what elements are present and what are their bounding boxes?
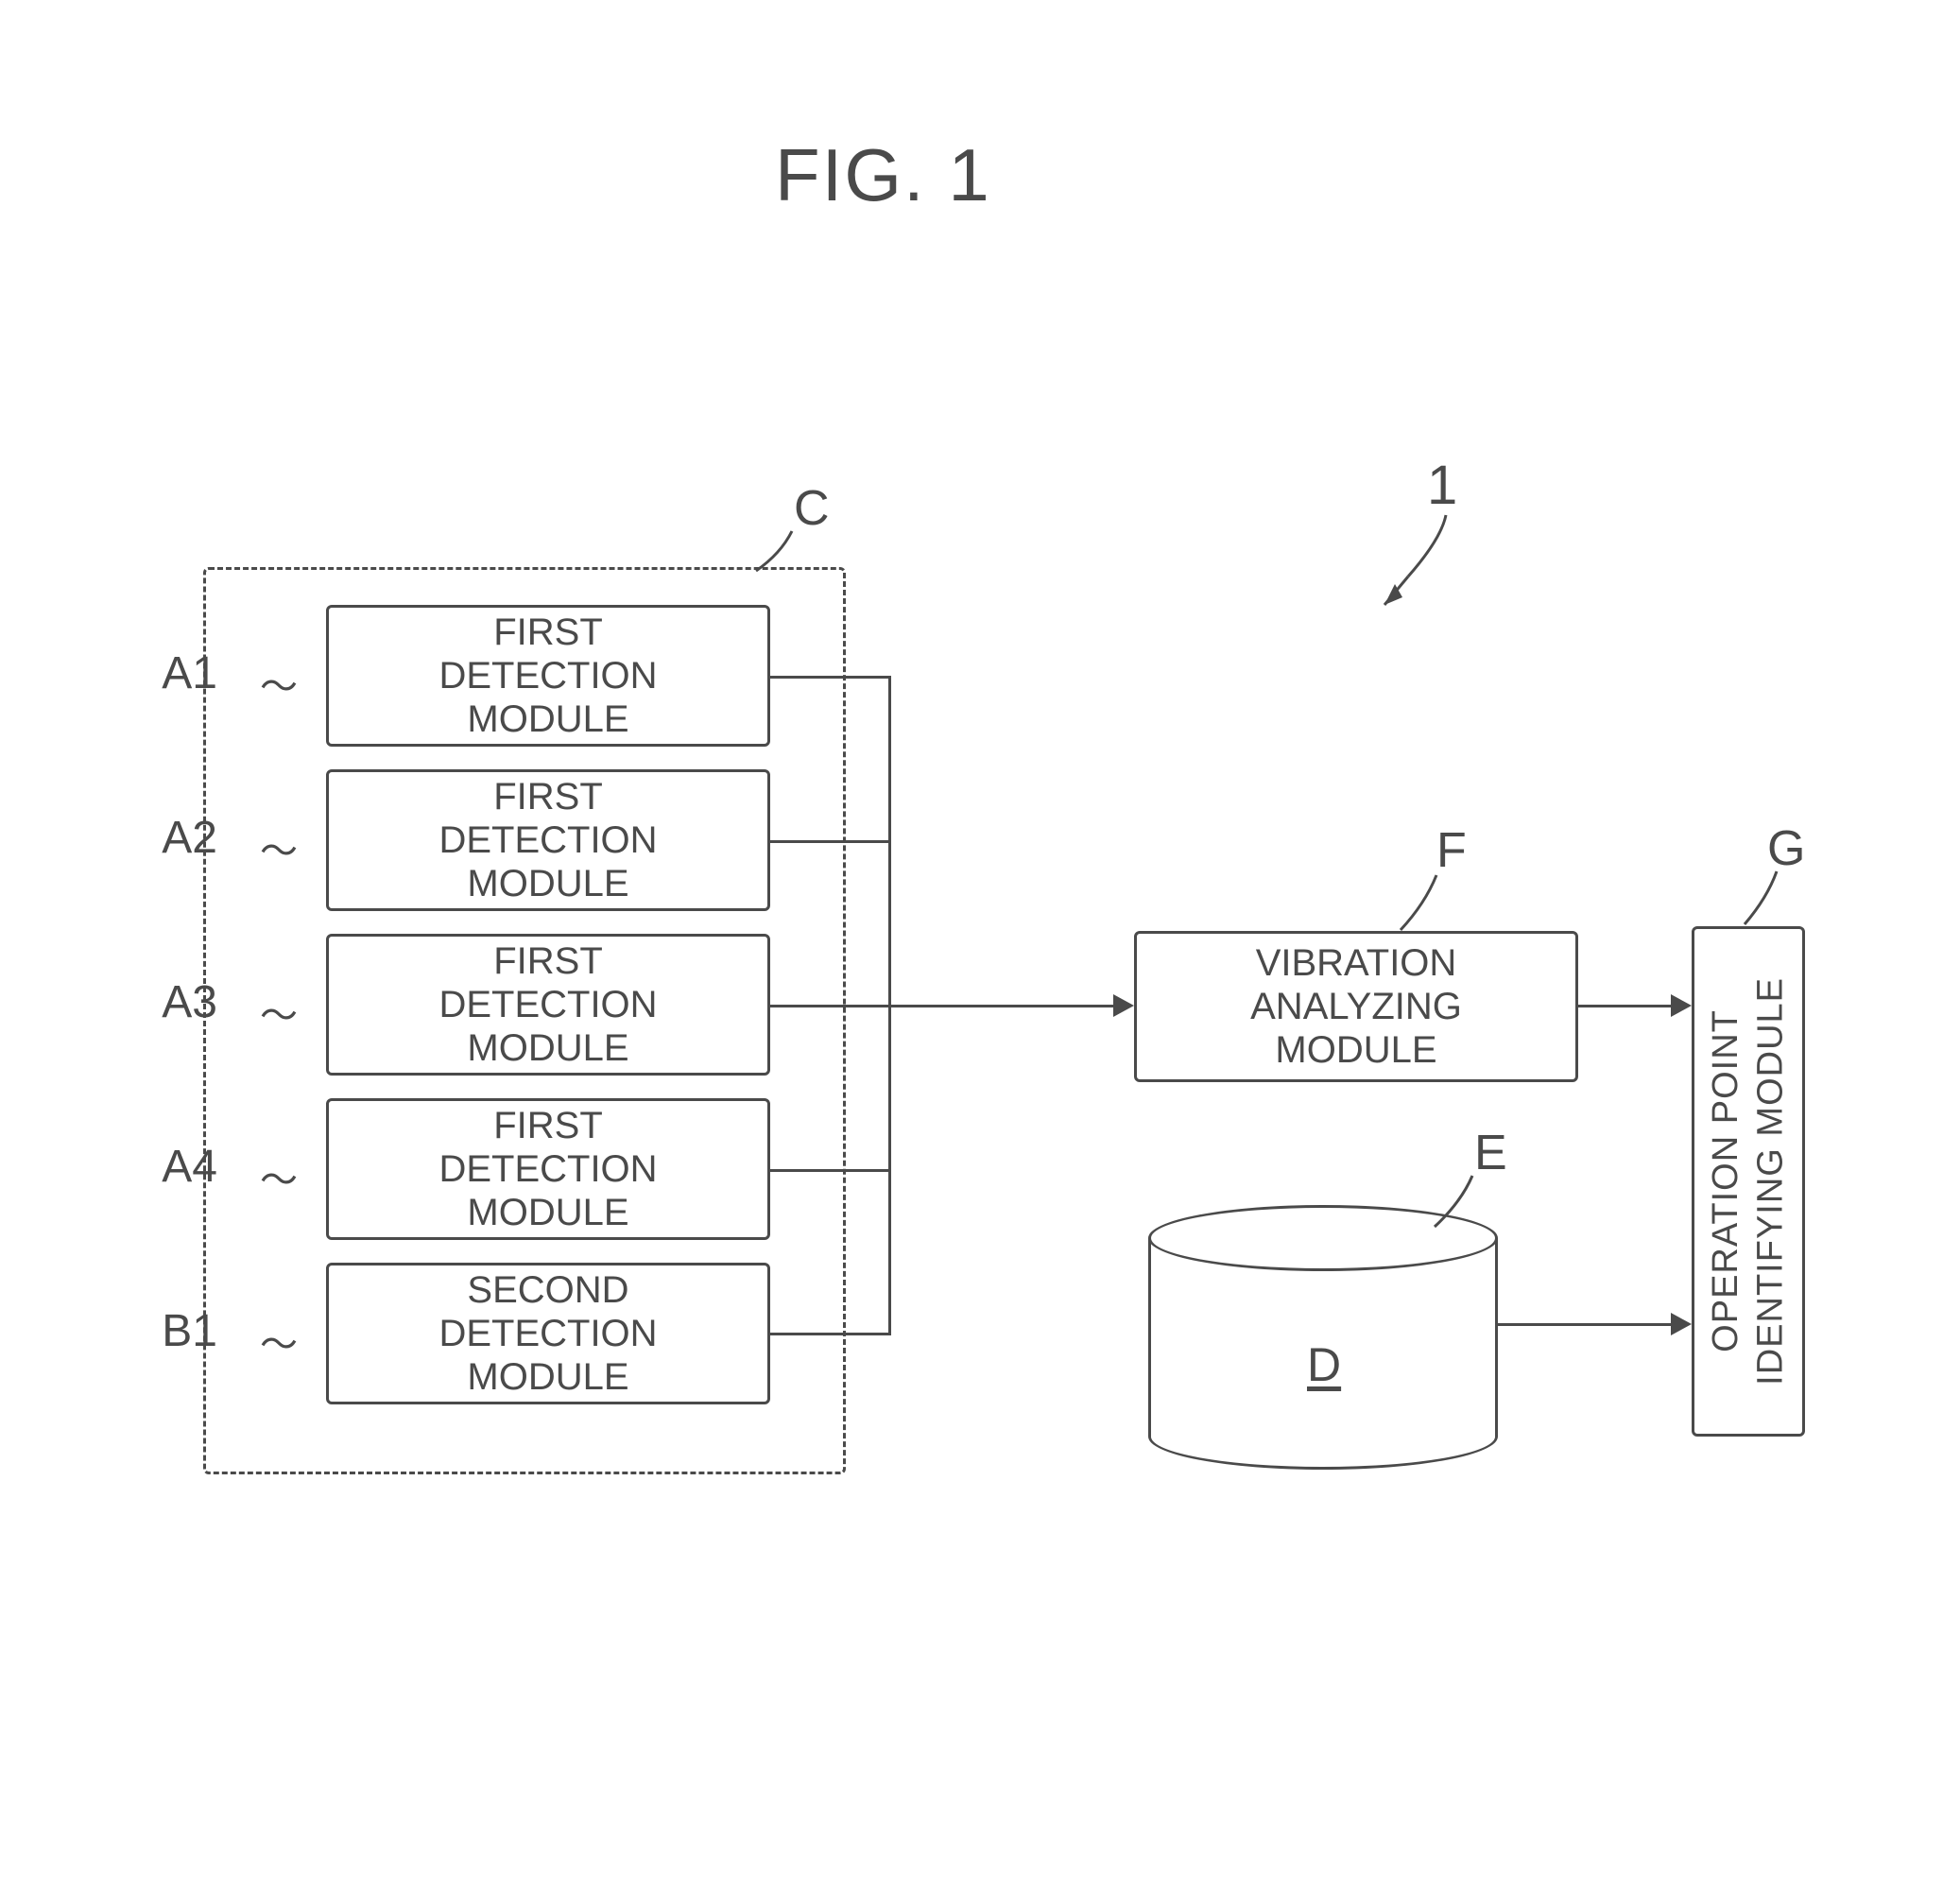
module-A3-text: FIRST DETECTION MODULE: [438, 939, 657, 1070]
ref-G-leader: [1735, 868, 1782, 930]
module-A3: FIRST DETECTION MODULE: [326, 934, 770, 1076]
stub-A3: [770, 1005, 891, 1007]
label-B1: B1: [142, 1305, 217, 1357]
stub-A1: [770, 676, 891, 679]
module-A2-text: FIRST DETECTION MODULE: [438, 775, 657, 905]
tilde-B1: 〜: [260, 1314, 298, 1369]
module-F: VIBRATION ANALYZING MODULE: [1134, 931, 1578, 1082]
tilde-A1: 〜: [260, 656, 298, 711]
arrow-to-F-line: [888, 1005, 1113, 1007]
database-cylinder: D: [1148, 1205, 1498, 1470]
module-A4-text: FIRST DETECTION MODULE: [438, 1104, 657, 1234]
arrow-E-to-G-line: [1498, 1323, 1671, 1326]
ref-1-leader: [1304, 510, 1455, 624]
ref-E-leader: [1423, 1172, 1480, 1232]
module-A1-text: FIRST DETECTION MODULE: [438, 611, 657, 741]
stub-A2: [770, 840, 891, 843]
figure-title: FIG. 1: [775, 132, 991, 218]
ref-1-label: 1: [1427, 454, 1457, 517]
arrow-F-to-G-head: [1671, 994, 1692, 1017]
module-A1: FIRST DETECTION MODULE: [326, 605, 770, 747]
arrow-E-to-G-head: [1671, 1313, 1692, 1335]
module-F-text: VIBRATION ANALYZING MODULE: [1250, 941, 1462, 1072]
tilde-A2: 〜: [260, 820, 298, 875]
label-A2: A2: [142, 812, 217, 864]
module-G: OPERATION POINT IDENTIFYING MODULE: [1692, 926, 1805, 1437]
module-B1: SECOND DETECTION MODULE: [326, 1263, 770, 1404]
arrow-F-to-G-line: [1578, 1005, 1671, 1007]
module-B1-text: SECOND DETECTION MODULE: [438, 1268, 657, 1399]
label-A1: A1: [142, 647, 217, 699]
label-A3: A3: [142, 976, 217, 1028]
cyl-bottom-mask: [1151, 1400, 1495, 1438]
database-label: D: [1307, 1337, 1341, 1392]
arrow-to-F-head: [1113, 994, 1134, 1017]
stub-B1: [770, 1333, 891, 1335]
ref-F-leader: [1389, 870, 1446, 936]
stub-A4: [770, 1169, 891, 1172]
page: FIG. 1 1 C A1 〜 FIRST DETECTION MODULE A…: [0, 0, 1960, 1894]
tilde-A4: 〜: [260, 1149, 298, 1204]
module-A4: FIRST DETECTION MODULE: [326, 1098, 770, 1240]
module-A2: FIRST DETECTION MODULE: [326, 769, 770, 911]
label-A4: A4: [142, 1141, 217, 1193]
module-G-text: OPERATION POINT IDENTIFYING MODULE: [1704, 977, 1794, 1386]
tilde-A3: 〜: [260, 985, 298, 1040]
